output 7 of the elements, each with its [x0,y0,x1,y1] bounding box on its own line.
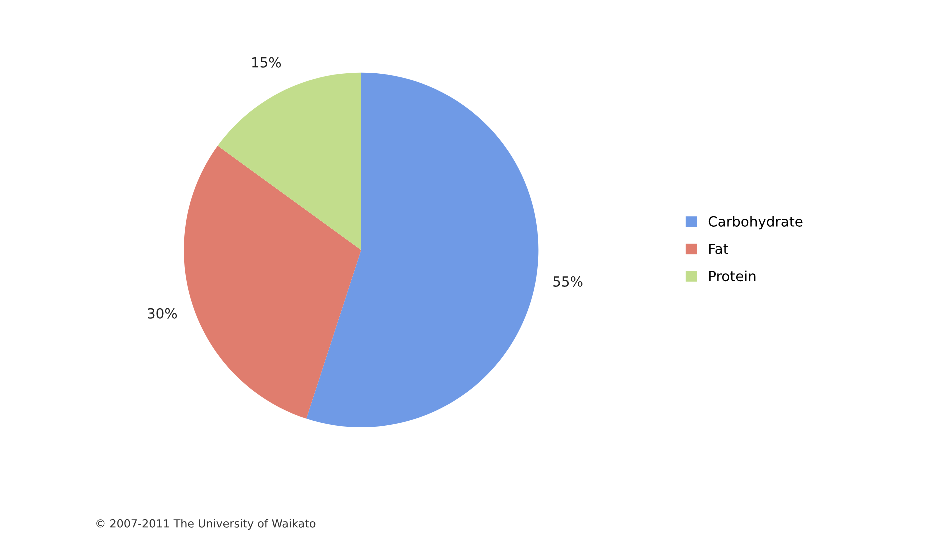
data-label: 15% [252,57,282,68]
legend-label: Carbohydrate [708,216,803,230]
data-label: 55% [554,276,583,287]
data-label: 30% [148,308,178,319]
legend-label: Protein [710,270,756,282]
legend-label: Fat [710,244,728,254]
text: © 2007-2011 The University of Waikato [96,519,316,530]
